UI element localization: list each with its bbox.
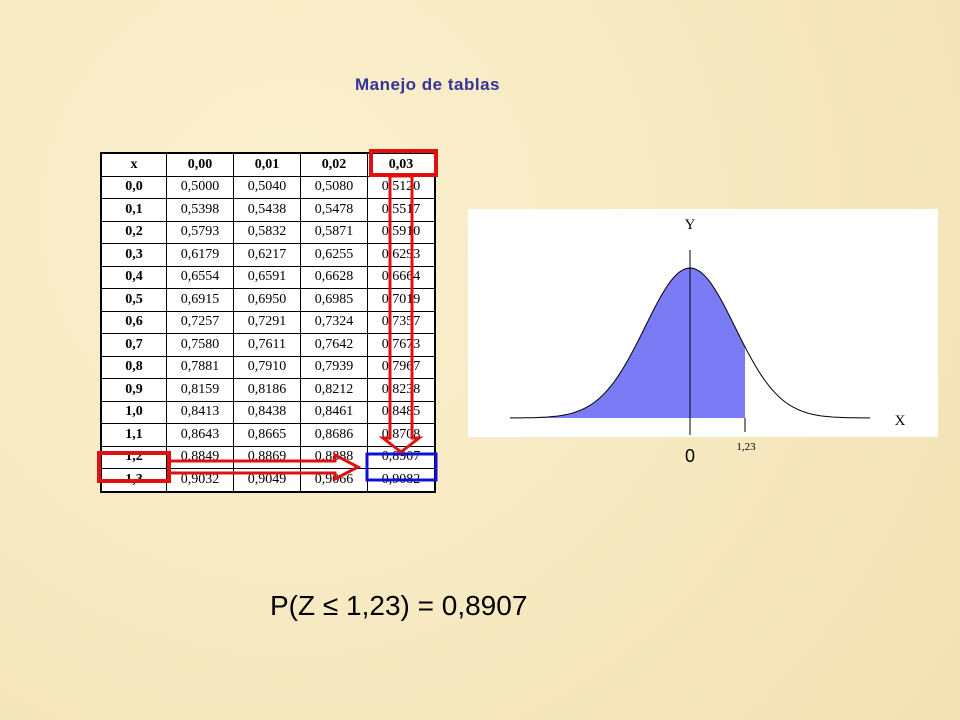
origin-label: 0: [685, 446, 695, 466]
formula: P(Z ≤ 1,23) = 0,8907: [270, 590, 528, 621]
value-cell: 0,7939: [300, 355, 368, 379]
table-row: 0,8 0,7881 0,7910 0,7939 0,7967: [100, 355, 436, 379]
value-cell: 0,5438: [233, 198, 301, 222]
marker-label: 1,23: [736, 441, 756, 453]
value-cell: 0,6554: [166, 265, 234, 289]
x-cell: 0,1: [100, 198, 167, 222]
value-cell: 0,5832: [233, 220, 301, 244]
x-label: X: [895, 413, 906, 429]
value-cell: 0,8438: [233, 400, 301, 424]
right-arrow: [170, 452, 362, 482]
value-cell: 0,6628: [300, 265, 368, 289]
column-highlight: [369, 149, 438, 177]
result-highlight: [365, 452, 438, 482]
value-cell: 0,01: [233, 152, 301, 177]
x-cell: 0,0: [100, 175, 167, 199]
value-cell: 0,02: [300, 152, 368, 177]
table-row: 1,1 0,8643 0,8665 0,8686 0,8708: [100, 423, 436, 447]
value-cell: 0,8686: [300, 423, 368, 447]
slide-title: Manejo de tablas: [355, 75, 500, 94]
value-cell: 0,8212: [300, 378, 368, 402]
value-cell: 0,5040: [233, 175, 301, 199]
value-cell: 0,5000: [166, 175, 234, 199]
down-arrow: [378, 174, 424, 454]
table-row: 0,9 0,8159 0,8186 0,8212 0,8238: [100, 378, 436, 402]
value-cell: 0,6179: [166, 243, 234, 267]
value-cell: 0,5478: [300, 198, 368, 222]
header-row: x 0,00 0,01 0,02 0,03: [100, 152, 436, 177]
value-cell: 0,8186: [233, 378, 301, 402]
x-cell: x: [100, 152, 167, 177]
value-cell: 0,5793: [166, 220, 234, 244]
x-cell: 0,3: [100, 243, 167, 267]
value-cell: 0,7291: [233, 310, 301, 334]
shaded-area: [510, 268, 745, 418]
x-cell: 0,4: [100, 265, 167, 289]
table-row: 0,0 0,5000 0,5040 0,5080 0,5120: [100, 175, 436, 199]
x-cell: 0,9: [100, 378, 167, 402]
value-cell: 0,7642: [300, 333, 368, 357]
value-cell: 0,5080: [300, 175, 368, 199]
value-cell: 0,5871: [300, 220, 368, 244]
value-cell: 0,7881: [166, 355, 234, 379]
table-row: 0,4 0,6554 0,6591 0,6628 0,6664: [100, 265, 436, 289]
value-cell: 0,6217: [233, 243, 301, 267]
normal-table: x 0,00 0,01 0,02 0,03 0,0 0,5000 0,5040 0,5080 0,…: [100, 152, 436, 493]
value-cell: 0,7580: [166, 333, 234, 357]
row-highlight: [97, 451, 171, 483]
table-row: 0,2 0,5793 0,5832 0,5871 0,5910: [100, 220, 436, 244]
y-label: Y: [685, 217, 696, 233]
value-cell: 0,8665: [233, 423, 301, 447]
value-cell: 0,6915: [166, 288, 234, 312]
value-cell: 0,6985: [300, 288, 368, 312]
table-row: 0,1 0,5398 0,5438 0,5478 0,5517: [100, 198, 436, 222]
